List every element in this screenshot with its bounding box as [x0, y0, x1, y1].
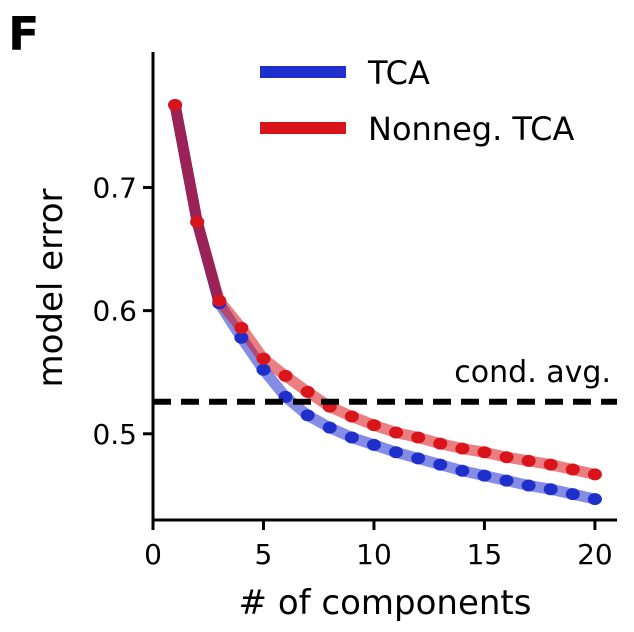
data-point-nonneg-tca [300, 385, 315, 398]
x-tick-label: 5 [255, 538, 273, 571]
data-point-tca [565, 488, 580, 501]
data-point-nonneg-tca [477, 446, 492, 459]
series-line-tca [169, 99, 601, 505]
legend-label-tca: TCA [367, 54, 430, 92]
data-point-nonneg-tca [499, 451, 514, 464]
data-point-nonneg-tca [212, 294, 227, 307]
axes: 0 5 10 15 20 0.5 0.6 0.7 # of components model… [31, 52, 617, 623]
data-point-nonneg-tca [565, 463, 580, 476]
x-ticks: 0 5 10 15 20 [144, 520, 613, 571]
data-point-tca [455, 464, 470, 477]
data-point-tca [344, 431, 359, 444]
y-tick-label: 0.5 [92, 418, 137, 451]
y-ticks: 0.5 0.6 0.7 [92, 171, 153, 451]
data-point-nonneg-tca [256, 352, 271, 365]
legend: TCA Nonneg. TCA [260, 54, 574, 148]
x-tick-label: 15 [467, 538, 503, 571]
data-point-nonneg-tca [190, 215, 205, 228]
x-tick-label: 20 [577, 538, 613, 571]
data-point-nonneg-tca [543, 458, 558, 471]
y-axis-label: model error [31, 188, 71, 387]
legend-label-nonneg-tca: Nonneg. TCA [368, 110, 574, 148]
series-layer [168, 98, 602, 506]
x-axis-label: # of components [239, 583, 532, 623]
data-point-nonneg-tca [278, 369, 293, 382]
data-point-tca [521, 479, 536, 492]
data-point-tca [322, 421, 337, 434]
data-point-nonneg-tca [389, 426, 404, 439]
data-point-nonneg-tca [344, 410, 359, 423]
x-tick-label: 10 [356, 538, 392, 571]
data-point-nonneg-tca [234, 321, 249, 334]
data-point-tca [499, 474, 514, 487]
data-point-tca [256, 363, 271, 376]
panel-label: F [8, 7, 39, 61]
x-tick-label: 0 [144, 538, 162, 571]
data-point-tca [477, 469, 492, 482]
data-point-nonneg-tca [587, 468, 602, 481]
data-point-tca [389, 446, 404, 459]
reference-line-label: cond. avg. [454, 355, 611, 390]
data-point-tca [543, 483, 558, 496]
data-point-nonneg-tca [366, 419, 381, 432]
data-point-nonneg-tca [521, 454, 536, 467]
series-line-nonneg-tca [169, 99, 601, 480]
data-point-nonneg-tca [433, 437, 448, 450]
y-tick-label: 0.6 [92, 295, 137, 328]
data-point-nonneg-tca [455, 442, 470, 455]
data-point-tca [300, 409, 315, 422]
data-point-tca [411, 452, 426, 465]
data-point-nonneg-tca [168, 98, 183, 111]
data-point-tca [433, 458, 448, 471]
data-point-nonneg-tca [411, 431, 426, 444]
data-point-tca [587, 493, 602, 506]
y-tick-label: 0.7 [92, 171, 137, 204]
data-point-tca [366, 438, 381, 451]
data-point-tca [234, 331, 249, 344]
reference-line-group: cond. avg. [153, 355, 617, 405]
